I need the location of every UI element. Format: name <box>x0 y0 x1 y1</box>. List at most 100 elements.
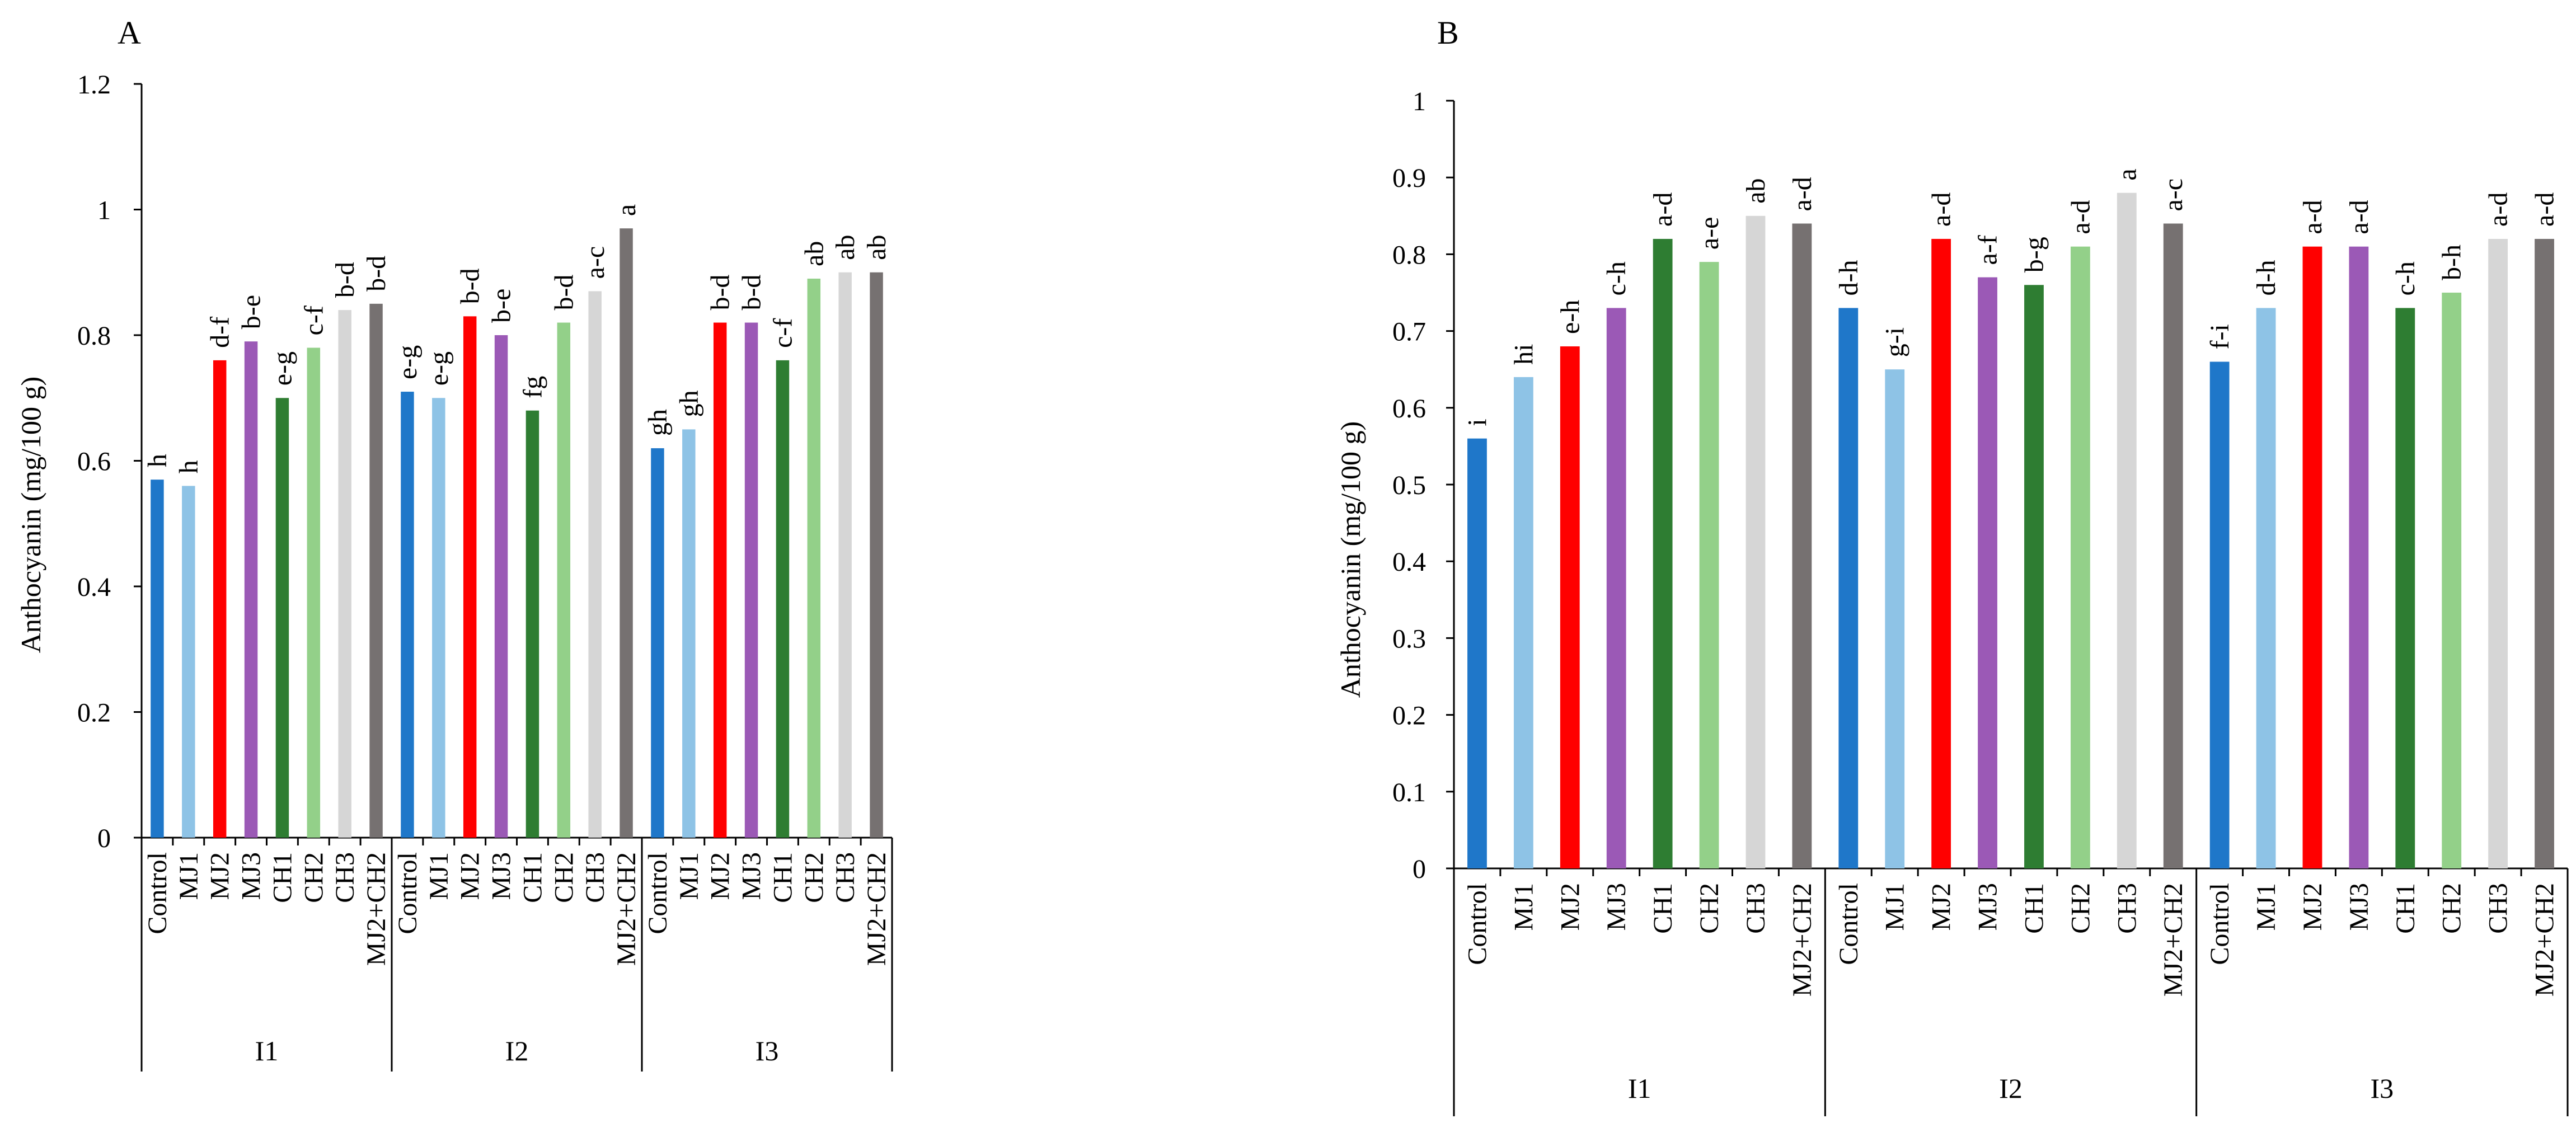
panel-a-bar-i2-mj2-ch2 <box>620 228 633 838</box>
panel-a-data-label: ab <box>799 241 829 266</box>
panel-a-y-tick-label: 0.2 <box>77 698 111 728</box>
panel-a-data-label: ab <box>830 234 860 260</box>
panel-a-bar-i1-mj1 <box>182 486 195 838</box>
panel-a-data-label: b-d <box>737 275 767 311</box>
panel-b-category-label: MJ2 <box>2298 883 2328 931</box>
panel-a-category-label: CH3 <box>330 852 360 903</box>
panel-a-bar-i2-ch2 <box>557 322 571 838</box>
panel-a-data-label: b-d <box>456 268 485 304</box>
panel-a-data-label: ab <box>862 234 891 260</box>
panel-a-bar-i3-mj2-ch2 <box>870 272 883 838</box>
panel-b-data-label: a-d <box>1648 192 1678 227</box>
panel-b-y-tick-label: 0.8 <box>1392 240 1426 270</box>
panel-b-bar-i1-ch2 <box>1699 262 1719 868</box>
panel-a-bar-i2-control <box>401 392 414 838</box>
panel-b-y-tick-label: 0.5 <box>1392 471 1426 500</box>
panel-a-data-label: fg <box>518 376 547 398</box>
panel-a-category-label: MJ1 <box>174 852 204 900</box>
panel-a-bar-i1-control <box>151 480 164 838</box>
panel-b-y-tick-label: 0.3 <box>1392 624 1426 654</box>
panel-b-bar-i2-mj2 <box>1931 238 1951 869</box>
panel-b-bar-i1-control <box>1467 438 1487 868</box>
panel-b-bar-i2-mj2-ch2 <box>2163 223 2183 868</box>
panel-a-data-label: h <box>143 454 172 467</box>
panel-a-category-label: CH2 <box>799 852 829 903</box>
panel-b-category-label: CH2 <box>2066 883 2095 934</box>
panel-b-bar-i1-ch1 <box>1653 238 1673 869</box>
panel-b-data-label: a-d <box>2484 192 2513 227</box>
panel-b-data-label: a-d <box>1927 192 1956 227</box>
panel-a-y-tick-label: 0 <box>97 824 111 853</box>
panel-b-category-label: MJ2+CH2 <box>2530 883 2560 997</box>
panel-b-bar-i1-mj3 <box>1606 308 1626 868</box>
panel-a-category-label: MJ2 <box>706 852 735 900</box>
panel-b-category-label: CH2 <box>2437 883 2467 934</box>
panel-b-bar-i3-mj1 <box>2256 308 2276 868</box>
panel-b-y-tick-label: 0 <box>1413 854 1426 884</box>
panel-b-data-label: a-d <box>1787 177 1817 211</box>
panel-b-category-label: CH3 <box>1741 883 1771 934</box>
panel-b-bar-i3-ch2 <box>2442 293 2462 868</box>
panel-b-data-label: a-f <box>1973 235 2003 265</box>
panel-b-bar-i2-ch1 <box>2024 285 2044 868</box>
panel-b-bar-i3-mj3 <box>2349 246 2369 869</box>
panel-a-data-label: d-f <box>205 317 235 348</box>
panel-b-category-label: MJ2+CH2 <box>2159 883 2188 997</box>
panel-a-category-label: Control <box>643 852 673 934</box>
panel-b-category-label: CH1 <box>1648 883 1678 934</box>
panel-b-bar-i2-ch2 <box>2070 246 2090 869</box>
panel-b-bar-i3-control <box>2209 361 2230 868</box>
panel-a-category-label: Control <box>143 852 172 934</box>
panel-b-data-label: g-i <box>1880 327 1910 357</box>
panel-b-category-label: CH3 <box>2484 883 2513 934</box>
panel-b-category-label: MJ1 <box>1509 883 1538 931</box>
panel-a-category-label: CH3 <box>830 852 860 903</box>
panel-a-bar-i2-mj3 <box>494 335 508 838</box>
panel-b-data-label: hi <box>1509 344 1538 365</box>
panel-b-data-label: e-h <box>1555 300 1585 334</box>
panel-a-category-label: MJ3 <box>237 852 266 900</box>
panel-b-y-tick-label: 0.4 <box>1392 547 1426 577</box>
panel-b-bar-i2-ch3 <box>2117 192 2137 868</box>
panel-a-category-label: MJ2+CH2 <box>612 852 641 966</box>
panel-a-data-label: b-e <box>487 289 517 323</box>
panel-a-data-label: e-g <box>424 351 454 386</box>
panel-b-bar-i1-mj2 <box>1560 346 1580 868</box>
panel-a-bar-i1-ch1 <box>275 398 289 838</box>
panel-a-data-label: a-c <box>580 246 610 279</box>
panel-b-bar-i2-mj3 <box>1978 277 1997 868</box>
panel-b-data-label: b-g <box>2019 237 2049 272</box>
panel-a-data-label: e-g <box>393 345 423 379</box>
panel-a-data-label: a <box>612 204 641 216</box>
panel-a-category-label: CH1 <box>518 852 547 903</box>
panel-b-letter: B <box>1437 15 1459 51</box>
panel-a-category-label: MJ2+CH2 <box>862 852 891 966</box>
panel-a-letter: A <box>118 15 141 51</box>
panel-b-y-tick-label: 0.9 <box>1392 163 1426 193</box>
panel-b-data-label: a-e <box>1695 217 1724 250</box>
panel-b-category-label: MJ1 <box>1880 883 1910 931</box>
panel-b-category-label: CH1 <box>2019 883 2049 934</box>
panel-b-data-label: a-d <box>2344 200 2374 234</box>
panel-b-bar-i1-mj1 <box>1513 377 1533 868</box>
panel-a-bar-i1-ch3 <box>338 310 351 838</box>
panel-b-y-tick-label: 1 <box>1413 87 1426 116</box>
panel-b-bar-i3-mj2-ch2 <box>2535 238 2554 869</box>
panel-a-data-label: c-f <box>768 318 797 348</box>
panel-b-bar-i3-ch1 <box>2395 308 2415 868</box>
panel-b-y-tick-label: 0.7 <box>1392 317 1426 347</box>
panel-b-data-label: c-h <box>1602 261 1631 295</box>
panel-a-bar-i3-mj1 <box>682 429 696 838</box>
panel-a-data-label: e-g <box>268 351 297 386</box>
panel-b-data-label: a-d <box>2066 200 2095 234</box>
panel-b-data-label: f-i <box>2205 324 2235 349</box>
panel-a-chart: A Anthocyanin (mg/100 g) 0 0.2 0.4 0.6 0.8 1 1… <box>15 15 893 1072</box>
panel-a-y-tick-label: 0.4 <box>77 572 111 602</box>
panel-b-category-label: Control <box>1462 883 1492 965</box>
panel-b-bar-i3-ch3 <box>2488 238 2508 869</box>
panel-a-category-label: MJ1 <box>424 852 454 900</box>
panel-b-bar-i2-control <box>1838 308 1859 868</box>
panel-b-data-label: a-c <box>2159 178 2188 212</box>
panel-a-category-label: CH2 <box>549 852 579 903</box>
